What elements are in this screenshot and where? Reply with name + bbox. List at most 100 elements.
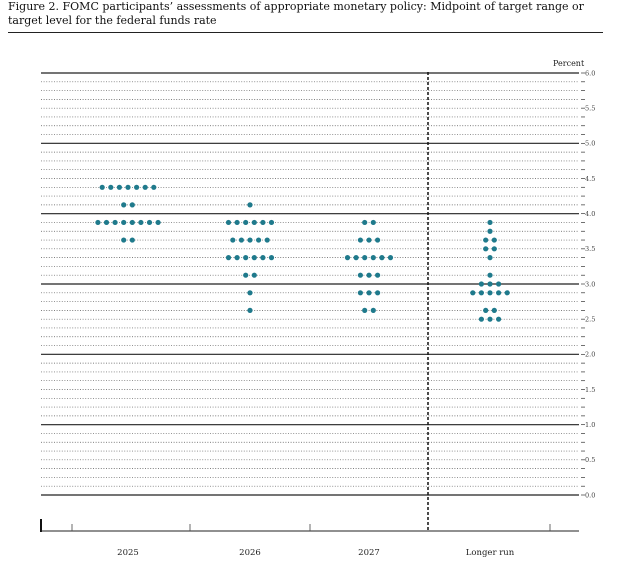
participant-dot xyxy=(268,219,275,226)
participant-dot xyxy=(487,272,493,278)
participant-dot xyxy=(491,237,497,243)
participant-dot xyxy=(134,184,140,190)
participant-dot xyxy=(260,219,266,226)
participant-dot xyxy=(247,307,253,313)
y-tick-label: 4.0 xyxy=(585,210,595,218)
y-tick-label: 0.5 xyxy=(585,456,595,464)
participant-dot xyxy=(264,237,270,243)
participant-dot xyxy=(125,184,131,190)
participant-dot xyxy=(483,246,489,252)
participant-dot xyxy=(247,290,253,296)
y-tick-label: 1.5 xyxy=(585,386,595,394)
participant-dot xyxy=(353,255,359,261)
participant-dot xyxy=(256,237,262,243)
y-tick-label: 5.0 xyxy=(585,140,595,148)
participant-dot xyxy=(230,237,236,243)
participant-dot xyxy=(362,307,368,313)
participant-dot xyxy=(478,290,484,296)
participant-dot xyxy=(362,219,368,226)
participant-dot xyxy=(260,255,266,261)
participant-dot xyxy=(129,219,135,226)
participant-dot xyxy=(243,272,249,278)
y-tick-label: 2.5 xyxy=(585,315,595,323)
participant-dot xyxy=(496,281,502,287)
y-axis-unit-label: Percent xyxy=(553,59,585,68)
y-tick-label: 2.0 xyxy=(585,351,595,359)
participant-dot xyxy=(247,237,253,243)
y-tick-label: 4.5 xyxy=(585,175,595,183)
x-category-label: 2027 xyxy=(358,548,380,558)
participant-dot xyxy=(357,290,363,296)
participant-dot xyxy=(151,184,157,190)
participant-dot xyxy=(357,272,363,278)
participant-dot xyxy=(99,184,105,190)
gridlines xyxy=(41,72,579,496)
participant-dot xyxy=(225,255,232,261)
participant-dot xyxy=(387,255,394,261)
participant-dot xyxy=(362,255,368,261)
participant-dot xyxy=(247,202,253,208)
participant-dot xyxy=(243,255,249,261)
y-tick-label: 6.0 xyxy=(585,69,595,77)
participant-dot xyxy=(103,219,110,226)
participant-dot xyxy=(146,219,153,226)
participant-dot xyxy=(483,307,489,313)
y-tick-label: 0.0 xyxy=(585,491,595,499)
participant-dot xyxy=(366,290,372,296)
participant-dot xyxy=(243,219,249,226)
participant-dot xyxy=(375,290,381,296)
x-category-label: Longer run xyxy=(466,548,515,558)
participant-dot xyxy=(129,202,135,208)
participant-dot xyxy=(504,290,510,296)
participant-dot xyxy=(487,255,493,261)
participant-dot xyxy=(478,281,484,287)
y-axis-ticks: 0.0 0.5 1.0 1.5 2.0 2.5 3.0 3.5 4.0 4.5 5.0 5.5 6.0 xyxy=(581,69,595,499)
y-tick-label: 3.5 xyxy=(585,245,595,253)
participant-dot xyxy=(487,290,493,296)
participant-dot xyxy=(234,219,240,226)
participant-dot xyxy=(487,219,493,226)
participant-dot xyxy=(225,219,232,226)
participant-dot xyxy=(344,255,351,261)
participant-dot xyxy=(95,219,101,226)
participant-dot xyxy=(375,272,381,278)
x-category-label: 2026 xyxy=(239,548,261,558)
y-tick-label: 1.0 xyxy=(585,421,595,429)
participant-dot xyxy=(234,255,240,261)
y-tick-label: 5.5 xyxy=(585,104,595,112)
participant-dot xyxy=(121,237,127,243)
participant-dot xyxy=(251,219,257,226)
participant-dot xyxy=(142,184,148,190)
participant-dot xyxy=(251,255,257,261)
participant-dot xyxy=(487,281,493,287)
participant-dot xyxy=(496,316,502,322)
participant-dot xyxy=(496,290,502,296)
x-category-label: 2025 xyxy=(117,548,139,558)
participant-dot xyxy=(483,237,489,243)
participant-dot xyxy=(108,184,114,190)
participant-dot xyxy=(491,307,497,313)
participant-dot xyxy=(121,202,127,208)
figure-caption: Figure 2. FOMC participants’ assessments… xyxy=(8,0,603,33)
participant-dot xyxy=(487,316,493,322)
x-axis: 2025 2026 2027 Longer run xyxy=(40,72,579,558)
participant-dot xyxy=(268,255,275,261)
participant-dot xyxy=(491,246,497,252)
participant-dot xyxy=(366,237,372,243)
participant-dot xyxy=(238,237,244,243)
participant-dot xyxy=(379,255,385,261)
participant-dots xyxy=(95,184,510,322)
participant-dot xyxy=(121,219,127,226)
participant-dot xyxy=(375,237,381,243)
participant-dot xyxy=(370,219,376,226)
participant-dot xyxy=(366,272,372,278)
participant-dot xyxy=(155,219,161,226)
participant-dot xyxy=(116,184,122,190)
participant-dot xyxy=(470,290,476,296)
participant-dot xyxy=(370,307,376,313)
participant-dot xyxy=(370,255,376,261)
participant-dot xyxy=(129,237,135,243)
participant-dot xyxy=(112,219,118,226)
participant-dot xyxy=(138,219,144,226)
